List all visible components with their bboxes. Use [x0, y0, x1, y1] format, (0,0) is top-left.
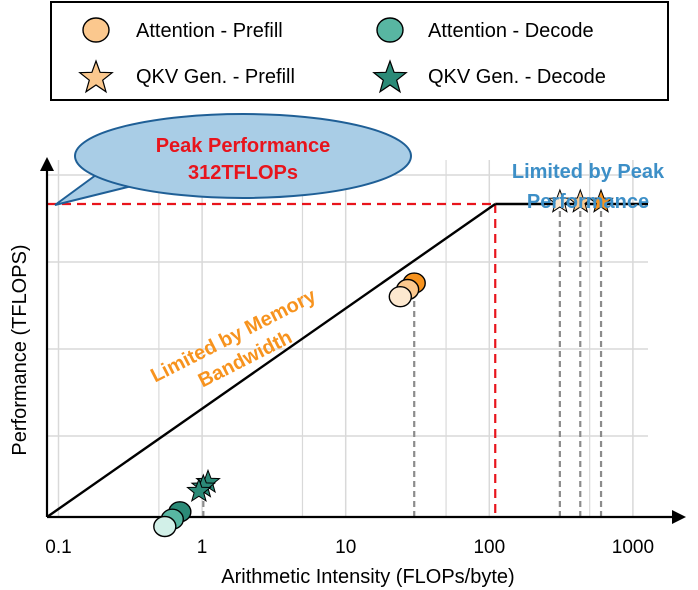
- legend: Attention - Prefill Attention - Decode Q…: [50, 1, 669, 101]
- x-axis-arrow: [672, 510, 686, 524]
- legend-qkv-prefill-icon: [78, 59, 114, 94]
- legend-qkv-decode: QKV Gen. - Decode: [428, 66, 606, 88]
- grid: [47, 160, 648, 517]
- roofline: [46, 202, 648, 518]
- axes: [40, 157, 686, 524]
- memory-bound-line: [46, 203, 496, 518]
- limited-by-peak-line-1: Limited by Peak: [512, 161, 665, 183]
- legend-attention-prefill-icon: [82, 17, 110, 43]
- limited-by-peak-line-2: Performance: [527, 191, 649, 213]
- legend-attention-decode: Attention - Decode: [428, 20, 594, 42]
- data-markers: [153, 188, 614, 538]
- legend-attention-decode-icon: [376, 17, 404, 43]
- x-tick-label-2: 10: [335, 537, 356, 558]
- x-tick-label-1: 1: [197, 537, 208, 558]
- x-tick-label-3: 100: [473, 537, 505, 558]
- marker-qkv-gen-decode-0: [186, 477, 212, 503]
- marker-attention-prefill-0: [388, 285, 412, 308]
- y-axis-label: Performance (TFLOPS): [9, 244, 31, 455]
- peak-callout-line-1: Peak Performance: [156, 135, 331, 157]
- limited-by-memory: Limited by Memory Bandwidth: [147, 285, 320, 393]
- x-tick-label-0: 0.1: [45, 537, 71, 558]
- legend-attention-prefill: Attention - Prefill: [136, 20, 283, 42]
- peak-callout: Peak Performance 312TFLOPs: [54, 113, 412, 206]
- legend-icons: [78, 17, 408, 94]
- legend-box: [50, 1, 669, 101]
- legend-qkv-decode-icon: [372, 59, 408, 94]
- marker-qkv-gen-prefill-0: [547, 188, 573, 213]
- x-axis-label: Arithmetic Intensity (FLOPs/byte): [221, 566, 514, 588]
- marker-attention-decode-0: [153, 515, 177, 538]
- x-tick-labels: 0.1 1 10 100 1000: [45, 537, 654, 558]
- peak-callout-ellipse: [74, 113, 412, 199]
- y-axis-arrow: [40, 157, 54, 171]
- x-tick-label-4: 1000: [612, 537, 654, 558]
- peak-callout-line-2: 312TFLOPs: [188, 162, 298, 184]
- legend-qkv-prefill: QKV Gen. - Prefill: [136, 66, 295, 88]
